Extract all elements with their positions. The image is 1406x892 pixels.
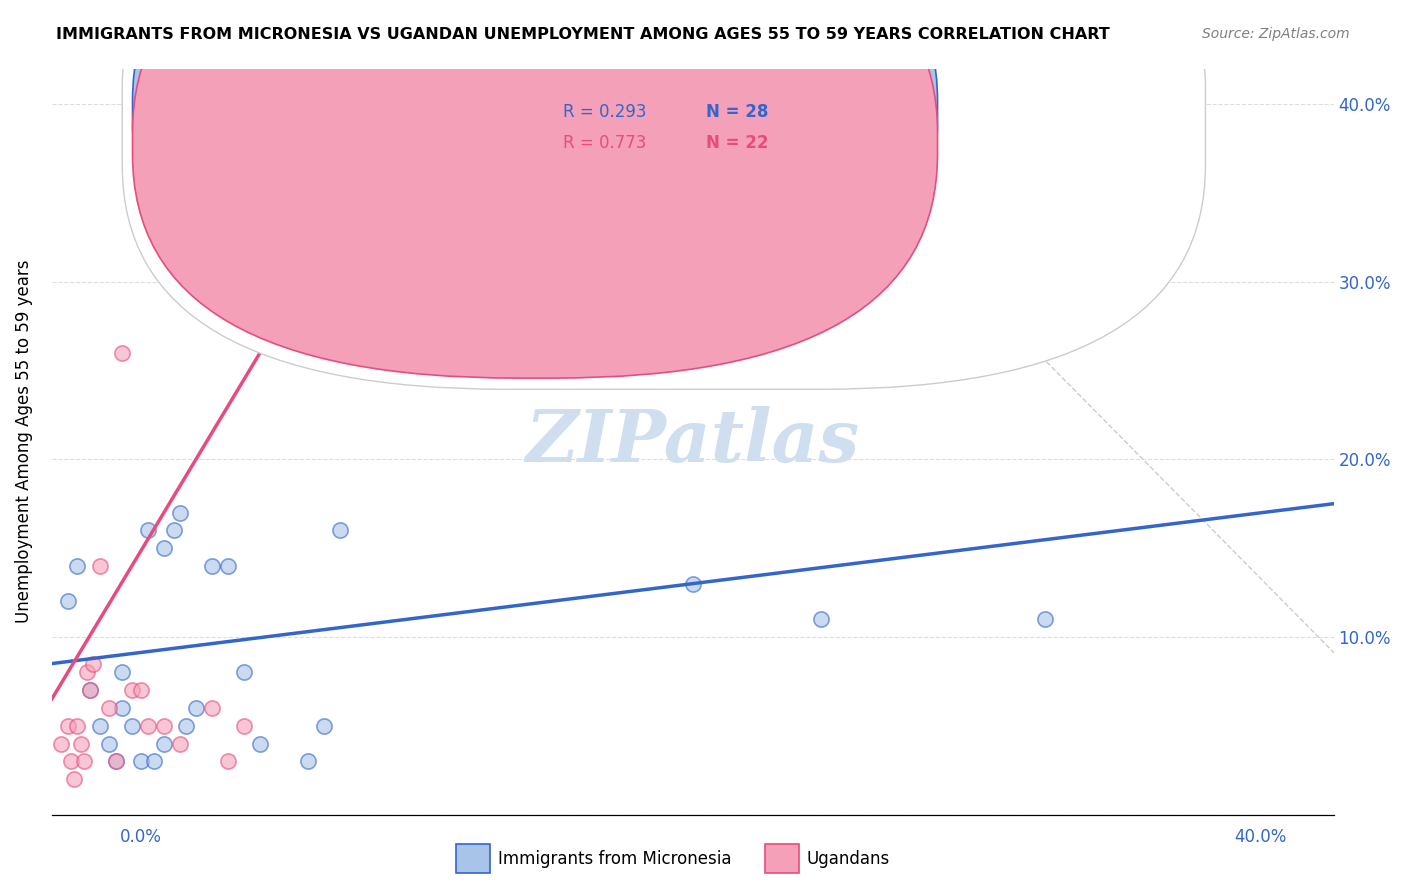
Point — [104, 754, 127, 768]
FancyBboxPatch shape — [132, 0, 938, 347]
Point — [82, 657, 104, 671]
Text: R = 0.773: R = 0.773 — [564, 134, 647, 153]
Point — [201, 558, 224, 573]
Point — [169, 506, 191, 520]
Point — [111, 345, 134, 359]
Point — [233, 665, 256, 680]
Point — [66, 558, 89, 573]
Point — [314, 719, 336, 733]
Point — [98, 701, 121, 715]
Point — [66, 719, 89, 733]
Point — [1033, 612, 1056, 626]
Point — [153, 719, 176, 733]
Bar — [456, 844, 489, 873]
Point — [89, 558, 111, 573]
Point — [682, 576, 704, 591]
Text: IMMIGRANTS FROM MICRONESIA VS UGANDAN UNEMPLOYMENT AMONG AGES 55 TO 59 YEARS COR: IMMIGRANTS FROM MICRONESIA VS UGANDAN UN… — [56, 27, 1109, 42]
Text: ZIPatlas: ZIPatlas — [526, 406, 859, 477]
Point — [233, 719, 256, 733]
Text: Immigrants from Micronesia: Immigrants from Micronesia — [498, 849, 731, 868]
Y-axis label: Unemployment Among Ages 55 to 59 years: Unemployment Among Ages 55 to 59 years — [15, 260, 32, 624]
Point — [153, 541, 176, 555]
Point — [143, 754, 166, 768]
Point — [76, 665, 98, 680]
Text: 0.0%: 0.0% — [120, 828, 162, 846]
Point — [217, 754, 239, 768]
FancyBboxPatch shape — [122, 0, 1205, 389]
Point — [121, 683, 143, 698]
Text: R = 0.293: R = 0.293 — [564, 103, 647, 120]
Point — [176, 719, 198, 733]
Point — [56, 594, 79, 608]
Point — [184, 701, 207, 715]
Text: Ugandans: Ugandans — [807, 849, 890, 868]
Text: Source: ZipAtlas.com: Source: ZipAtlas.com — [1202, 27, 1350, 41]
Point — [329, 524, 352, 538]
Point — [121, 719, 143, 733]
Point — [73, 754, 96, 768]
Point — [56, 719, 79, 733]
Point — [169, 737, 191, 751]
Point — [162, 524, 184, 538]
FancyBboxPatch shape — [132, 0, 938, 378]
Bar — [765, 844, 799, 873]
Point — [131, 754, 153, 768]
Text: N = 28: N = 28 — [706, 103, 768, 120]
Point — [69, 737, 91, 751]
Point — [59, 754, 82, 768]
Text: N = 22: N = 22 — [706, 134, 768, 153]
Text: 40.0%: 40.0% — [1234, 828, 1286, 846]
Point — [131, 683, 153, 698]
Point — [217, 558, 239, 573]
Point — [153, 737, 176, 751]
Point — [297, 754, 319, 768]
Point — [136, 524, 159, 538]
Point — [249, 737, 271, 751]
Point — [79, 683, 101, 698]
Point — [111, 665, 134, 680]
Point — [810, 612, 832, 626]
Point — [63, 772, 86, 786]
Point — [136, 719, 159, 733]
Point — [201, 701, 224, 715]
Point — [104, 754, 127, 768]
Point — [98, 737, 121, 751]
Point — [89, 719, 111, 733]
Point — [51, 737, 73, 751]
Point — [111, 701, 134, 715]
Point — [79, 683, 101, 698]
